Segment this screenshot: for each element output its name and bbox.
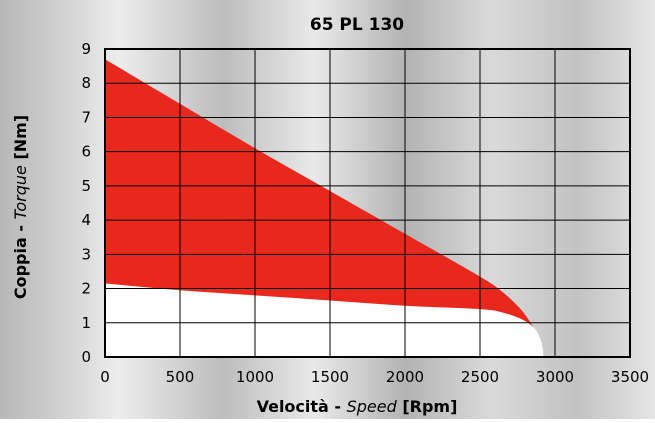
- x-tick-label: 3000: [536, 368, 574, 386]
- y-tick-label: 8: [81, 74, 91, 92]
- x-tick-label: 1000: [236, 368, 274, 386]
- x-tick-label: 2500: [461, 368, 499, 386]
- y-tick-label: 3: [81, 245, 91, 263]
- y-tick-label: 1: [81, 314, 91, 332]
- torque-area-white: [105, 283, 544, 357]
- y-tick-label: 7: [81, 108, 91, 126]
- y-tick-label: 0: [81, 348, 91, 366]
- x-axis-ticks: 0 500 1000 1500 2000 2500 3000 3500: [100, 368, 649, 386]
- y-tick-label: 2: [81, 280, 91, 298]
- y-tick-label: 6: [81, 143, 91, 161]
- grid-lines: [105, 49, 630, 357]
- x-tick-label: 1500: [311, 368, 349, 386]
- x-tick-label: 3500: [611, 368, 649, 386]
- y-tick-label: 5: [81, 177, 91, 195]
- chart-title: 65 PL 130: [310, 15, 404, 35]
- plot-frame: [104, 48, 631, 358]
- x-tick-label: 2000: [386, 368, 424, 386]
- y-axis-label: Coppia - Torque [Nm]: [11, 115, 30, 299]
- torque-area-red: [105, 59, 537, 358]
- x-axis-label: Velocità - Speed [Rpm]: [257, 397, 458, 416]
- y-tick-label: 4: [81, 211, 91, 229]
- x-tick-label: 0: [100, 368, 110, 386]
- y-tick-label: 9: [81, 40, 91, 58]
- y-axis-ticks: 0 1 2 3 4 5 6 7 8 9: [81, 40, 91, 366]
- x-tick-label: 500: [166, 368, 195, 386]
